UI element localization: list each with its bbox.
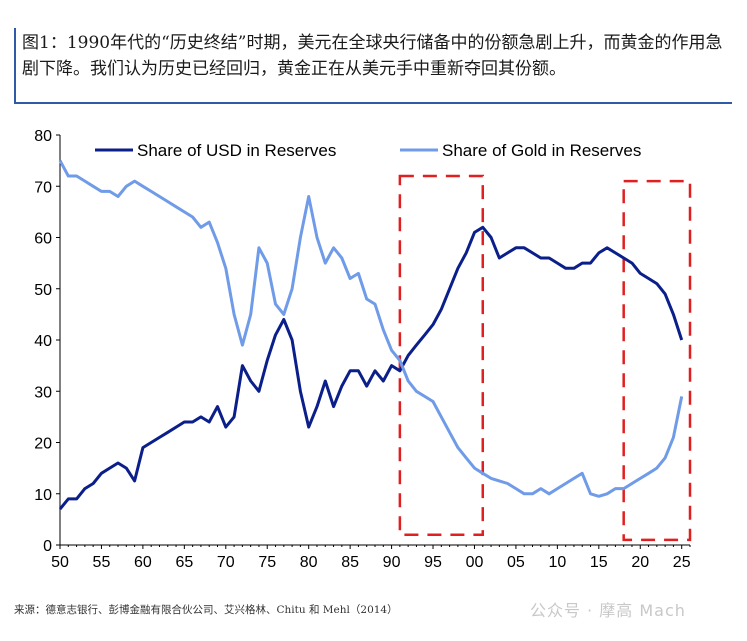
usd-share-line bbox=[58, 225, 684, 511]
x-tick-label: 75 bbox=[258, 554, 276, 571]
series-lines bbox=[58, 159, 684, 511]
source-note: 来源：德意志银行、彭博金融有限合伙公司、艾兴格林、Chitu 和 Mehl（20… bbox=[14, 604, 398, 616]
y-tick-label: 0 bbox=[43, 538, 52, 555]
y-tick-label: 70 bbox=[34, 179, 52, 196]
x-tick-label: 20 bbox=[631, 554, 649, 571]
x-tick-label: 10 bbox=[548, 554, 566, 571]
y-tick-label: 80 bbox=[34, 128, 52, 145]
x-tick-label: 95 bbox=[424, 554, 442, 571]
y-tick-label: 20 bbox=[34, 436, 52, 453]
x-tick-label: 25 bbox=[673, 554, 691, 571]
caption-text: 图1：1990年代的“历史终结”时期，美元在全球央行储备中的份额急剧上升，而黄金… bbox=[22, 33, 723, 79]
x-tick-label: 65 bbox=[175, 554, 193, 571]
x-tick-label: 90 bbox=[383, 554, 401, 571]
highlight-box bbox=[398, 174, 485, 536]
y-tick-label: 30 bbox=[34, 384, 52, 401]
figure-caption: 图1：1990年代的“历史终结”时期，美元在全球央行储备中的份额急剧上升，而黄金… bbox=[14, 28, 732, 104]
x-tick-label: 60 bbox=[134, 554, 152, 571]
x-tick-label: 70 bbox=[217, 554, 235, 571]
x-tick-label: 80 bbox=[300, 554, 318, 571]
watermark: 公众号 · 摩高 Mach bbox=[530, 601, 686, 620]
chart-axes: 0 10 20 30 40 50 60 70 80 50 55 60 65 70 75 80 85 90 95 00 0… bbox=[34, 128, 691, 571]
gold-share-line bbox=[58, 159, 684, 498]
chart-legend: Share of USD in Reserves Share of Gold in… bbox=[95, 141, 641, 160]
highlight-box bbox=[622, 179, 692, 542]
x-tick-label: 05 bbox=[507, 554, 525, 571]
x-tick-label: 85 bbox=[341, 554, 359, 571]
legend-label: Share of USD in Reserves bbox=[137, 141, 336, 160]
x-tick-label: 15 bbox=[590, 554, 608, 571]
x-tick-label: 50 bbox=[51, 554, 69, 571]
legend-label: Share of Gold in Reserves bbox=[442, 141, 641, 160]
highlight-boxes bbox=[398, 174, 692, 542]
y-tick-label: 50 bbox=[34, 282, 52, 299]
x-tick-label: 55 bbox=[93, 554, 111, 571]
y-tick-label: 10 bbox=[34, 487, 52, 504]
line-chart: 0 10 20 30 40 50 60 70 80 50 55 60 65 70 75 80 85 90 95 00 0… bbox=[34, 128, 692, 571]
y-tick-label: 60 bbox=[34, 231, 52, 248]
x-tick-label: 00 bbox=[466, 554, 484, 571]
y-tick-label: 40 bbox=[34, 333, 52, 350]
